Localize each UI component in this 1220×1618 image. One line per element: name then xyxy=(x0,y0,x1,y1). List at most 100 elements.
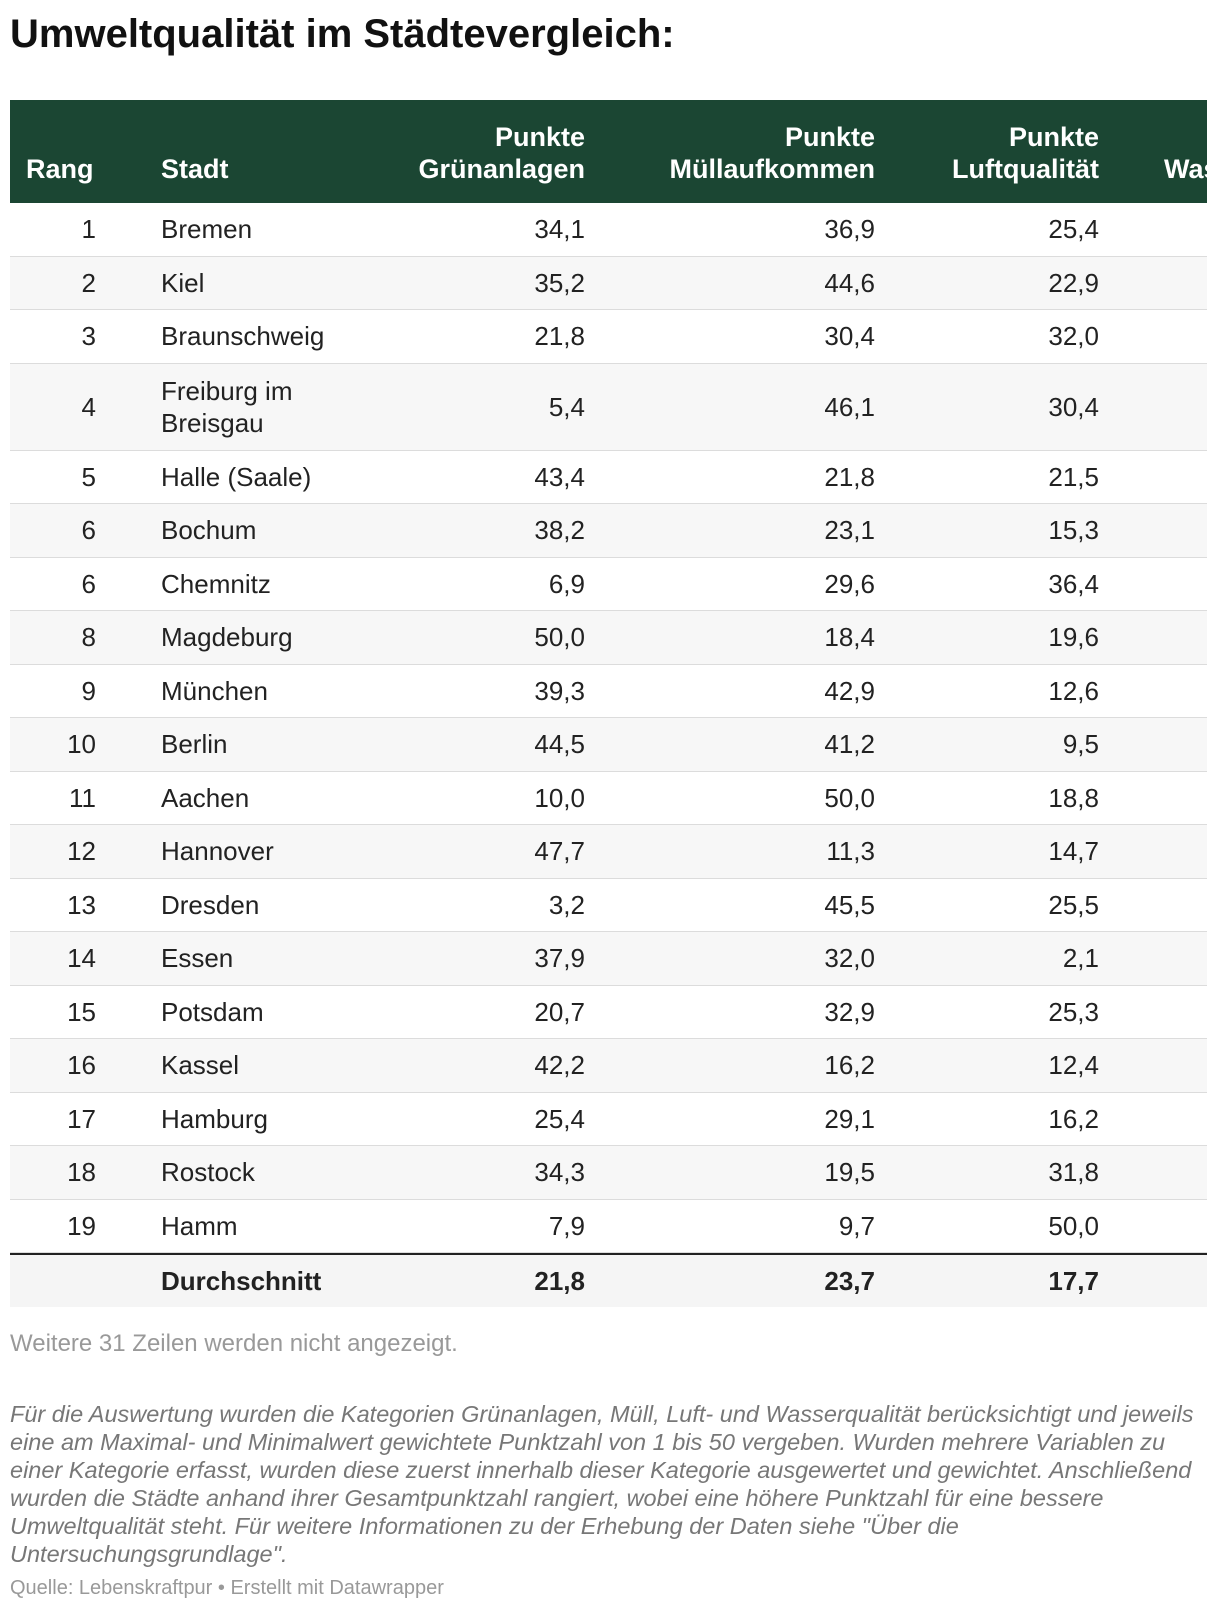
cell-text: Punkte Grünanlagen xyxy=(418,122,585,184)
table-cell: 42,9 xyxy=(585,665,875,718)
cell-text: 23,7 xyxy=(824,1266,875,1296)
table-cell: 5,4 xyxy=(361,364,585,450)
table-cell: 18 xyxy=(10,1146,96,1199)
header-cell: Punkte Grünanlagen xyxy=(361,100,585,203)
table-cell xyxy=(1099,611,1207,664)
table-cell xyxy=(1099,879,1207,932)
table-row: 10 Berlin 44,5 41,2 9,5 xyxy=(10,718,1207,772)
table-cell: 8 xyxy=(10,611,96,664)
table-cell: 6,9 xyxy=(361,558,585,611)
cell-text: Punkte Müllaufkommen xyxy=(669,122,875,184)
table-row: 3 Braunschweig 21,8 30,4 32,0 xyxy=(10,310,1207,364)
cell-text: Rang xyxy=(26,154,94,184)
table-cell xyxy=(1099,665,1207,718)
table-cell xyxy=(1099,1146,1207,1199)
table-row: 9 München 39,3 42,9 12,6 xyxy=(10,665,1207,718)
cell-text: 16,2 xyxy=(1048,1103,1099,1134)
table-cell: 14,7 xyxy=(875,825,1099,878)
cell-text: 44,5 xyxy=(534,729,585,760)
cell-text: Dresden xyxy=(161,889,260,920)
cell-text: 19,6 xyxy=(1048,622,1099,653)
table-cell: 50,0 xyxy=(585,772,875,825)
cell-text: 2,1 xyxy=(1062,943,1099,974)
table-cell: 35,2 xyxy=(361,257,585,310)
cell-text: 19,5 xyxy=(824,1157,875,1188)
table-cell: 14 xyxy=(10,932,96,985)
cell-text: 8 xyxy=(81,622,96,653)
table-cell xyxy=(1099,364,1207,450)
cell-text: Durchschnitt xyxy=(161,1266,322,1296)
title: Umweltqualität im Städtevergleich: xyxy=(10,12,675,56)
cell-text: 9,5 xyxy=(1062,729,1099,760)
table-cell: Aachen xyxy=(96,772,361,825)
table-cell: 20,7 xyxy=(361,986,585,1039)
cell-text: 21,8 xyxy=(824,461,875,492)
table-cell xyxy=(1099,451,1207,504)
cell-text: Essen xyxy=(161,943,234,974)
table-row: 12 Hannover 47,7 11,3 14,7 xyxy=(10,825,1207,879)
table-cell xyxy=(1099,986,1207,1039)
cell-text: Freiburg im Breisgau xyxy=(161,375,293,438)
cell-text: 3,2 xyxy=(548,889,585,920)
table-cell: Berlin xyxy=(96,718,361,771)
description: Für die Auswertung wurden die Kategorien… xyxy=(10,1401,1194,1567)
cell-text: 6 xyxy=(81,568,96,599)
table-cell: 50,0 xyxy=(361,611,585,664)
table-cell: München xyxy=(96,665,361,718)
cell-text: 16 xyxy=(67,1050,96,1081)
cell-text: Hamburg xyxy=(161,1103,268,1134)
cell-text: 31,8 xyxy=(1048,1157,1099,1188)
cell-text: 44,6 xyxy=(824,267,875,298)
cell-text: 38,2 xyxy=(534,515,585,546)
table-cell: 25,4 xyxy=(875,203,1099,256)
table-cell: 1 xyxy=(10,203,96,256)
table-cell xyxy=(1099,558,1207,611)
cell-text: 19 xyxy=(67,1210,96,1241)
table-cell: 32,0 xyxy=(585,932,875,985)
cell-text: 25,4 xyxy=(534,1103,585,1134)
cell-text: 37,9 xyxy=(534,943,585,974)
cell-text: Bremen xyxy=(161,214,253,245)
table-cell: Chemnitz xyxy=(96,558,361,611)
cell-text: 25,3 xyxy=(1048,996,1099,1027)
table-cell: 18,4 xyxy=(585,611,875,664)
table-cell: 5 xyxy=(10,451,96,504)
table-cell: 9,5 xyxy=(875,718,1099,771)
cell-text: 9,7 xyxy=(838,1210,875,1241)
cell-text: Bochum xyxy=(161,515,257,546)
table-row: 4 Freiburg im Breisgau 5,4 46,1 30,4 xyxy=(10,363,1207,451)
cell-text: 46,1 xyxy=(824,391,875,422)
cell-text: 30,4 xyxy=(1048,391,1099,422)
cell-text: 16,2 xyxy=(824,1050,875,1081)
header-row: Rang Stadt Punkte Grünanlagen Punkte Müllau… xyxy=(10,100,1207,203)
cell-text: 2 xyxy=(81,267,96,298)
header-cell: Punkte Müllaufkommen xyxy=(585,100,875,203)
table-cell: Freiburg im Breisgau xyxy=(96,364,361,450)
cell-text: 14,7 xyxy=(1048,836,1099,867)
table-cell: 12,4 xyxy=(875,1039,1099,1092)
cell-text: 18,8 xyxy=(1048,782,1099,813)
table-cell: 13 xyxy=(10,879,96,932)
cell-text: 5,4 xyxy=(548,391,585,422)
cell-text: 41,2 xyxy=(824,729,875,760)
cell-text: 10,0 xyxy=(534,782,585,813)
table-cell xyxy=(1099,825,1207,878)
table-cell: 30,4 xyxy=(585,310,875,363)
table-cell: 10,0 xyxy=(361,772,585,825)
cell-text: Punkte Luftqualität xyxy=(952,122,1099,184)
cell-text: 12,6 xyxy=(1048,675,1099,706)
table-cell: Hamburg xyxy=(96,1093,361,1146)
table-cell: 22,9 xyxy=(875,257,1099,310)
cell-text: 18 xyxy=(67,1157,96,1188)
cell-text: 32,9 xyxy=(824,996,875,1027)
table-cell: Braunschweig xyxy=(96,310,361,363)
table-cell: Bremen xyxy=(96,203,361,256)
table-cell: 21,8 xyxy=(585,451,875,504)
table-cell xyxy=(1099,257,1207,310)
table-cell: Bochum xyxy=(96,504,361,557)
table-cell: 17,7 xyxy=(875,1255,1099,1307)
cell-text: 32,0 xyxy=(1048,321,1099,352)
cell-text: 47,7 xyxy=(534,836,585,867)
cell-text: 34,1 xyxy=(534,214,585,245)
